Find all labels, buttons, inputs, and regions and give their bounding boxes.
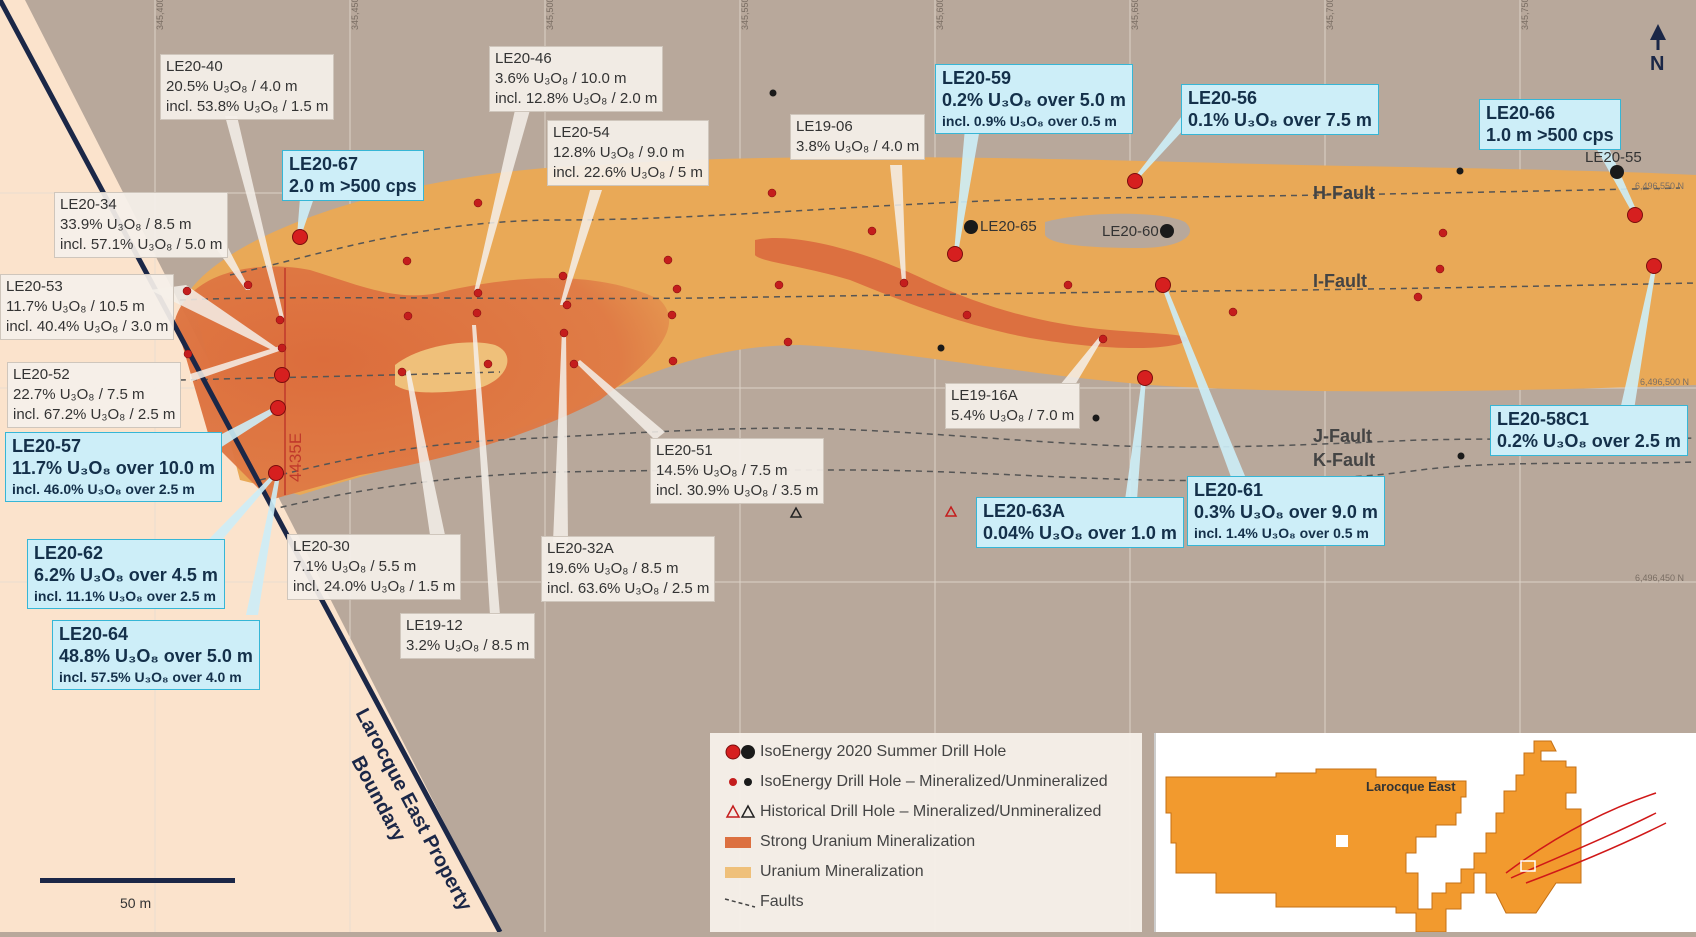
historical-hole-unmineralized — [789, 506, 803, 518]
fault-label-k: K-Fault — [1313, 450, 1375, 470]
label-le20-57: LE20-57 11.7% U₃O₈ over 10.0 m incl. 46.0%… — [5, 432, 222, 502]
label-le20-30: LE20-30 7.1% U₃O₈ / 5.5 m incl. 24.0% U₃O₈… — [287, 534, 462, 600]
inset-map: Larocque East — [1154, 733, 1696, 933]
label-le20-58c1: LE20-58C1 0.2% U₃O₈ over 2.5 m — [1490, 405, 1688, 456]
hole-label-le20-60: LE20-60 — [1102, 223, 1159, 240]
legend-symbol-strong — [725, 837, 751, 848]
label-le20-52: LE20-52 22.7% U₃O₈ / 7.5 m incl. 67.2% U₃O… — [7, 362, 182, 428]
label-le20-64: LE20-64 48.8% U₃O₈ over 5.0 m incl. 57.5% … — [52, 620, 260, 690]
legend-symbol-isoenergy — [729, 778, 752, 786]
legend-symbol-mineralization — [725, 867, 751, 878]
inset-property — [1165, 740, 1582, 933]
label-le20-32a: LE20-32A 19.6% U₃O₈ / 8.5 m incl. 63.6% U₃… — [541, 536, 716, 602]
label-le19-06: LE19-06 3.8% U₃O₈ / 4.0 m — [790, 114, 926, 160]
north-arrow — [1650, 24, 1666, 50]
easting-tick: 345,600E — [935, 0, 945, 30]
fault-label-j: J-Fault — [1313, 426, 1373, 446]
legend: IsoEnergy 2020 Summer Drill Hole IsoEner… — [710, 733, 1142, 932]
fault-label-i: I-Fault — [1313, 271, 1367, 291]
easting-tick: 345,700E — [1325, 0, 1335, 30]
label-le20-59: LE20-59 0.2% U₃O₈ over 5.0 m incl. 0.9% U₃… — [935, 64, 1133, 134]
drill-holes-unmineralized — [769, 89, 1624, 460]
northing-tick: 6,496,550 N — [1635, 181, 1685, 191]
strong-mineralization-band — [755, 237, 1189, 349]
easting-tick: 345,400E — [155, 0, 165, 30]
easting-tick: 345,450E — [350, 0, 360, 30]
northing-tick: 6,496,500 N — [1640, 377, 1690, 387]
label-le20-56: LE20-56 0.1% U₃O₈ over 7.5 m — [1181, 84, 1379, 135]
label-le20-54: LE20-54 12.8% U₃O₈ / 9.0 m incl. 22.6% U₃O… — [547, 120, 709, 186]
historical-hole-mineralized — [944, 505, 958, 517]
legend-item-strong: Strong Uranium Mineralization — [720, 829, 975, 855]
scale-bar-line — [40, 878, 235, 883]
hole-label-le20-65: LE20-65 — [980, 218, 1037, 235]
northing-tick: 6,496,450 N — [1635, 573, 1685, 583]
blue-connectors — [208, 112, 1656, 615]
label-le20-62: LE20-62 6.2% U₃O₈ over 4.5 m incl. 11.1% U… — [27, 539, 225, 609]
inset-label: Larocque East — [1366, 779, 1456, 794]
callout-connectors — [150, 110, 1103, 615]
label-le20-34: LE20-34 33.9% U₃O₈ / 8.5 m incl. 57.1% U₃O… — [54, 192, 229, 258]
easting-tick: 345,750E — [1520, 0, 1530, 30]
legend-symbol-faults — [724, 898, 756, 908]
legend-symbol-2020 — [725, 744, 755, 760]
legend-item-isoenergy: IsoEnergy Drill Hole – Mineralized/Unmin… — [720, 769, 1108, 795]
label-le20-67: LE20-67 2.0 m >500 cps — [282, 150, 424, 201]
scale-bar: 50 m — [40, 878, 235, 911]
scale-label: 50 m — [120, 895, 152, 911]
legend-item-faults: Faults — [720, 889, 804, 915]
easting-tick: 345,500E — [545, 0, 555, 30]
unmineralized-island — [1045, 213, 1190, 248]
drill-holes-2020 — [268, 173, 1662, 481]
label-le20-53: LE20-53 11.7% U₃O₈ / 10.5 m incl. 40.4% U₃… — [0, 274, 175, 340]
label-le20-46: LE20-46 3.6% U₃O₈ / 10.0 m incl. 12.8% U₃O… — [489, 46, 664, 112]
label-le20-66: LE20-66 1.0 m >500 cps — [1479, 99, 1621, 150]
easting-tick: 345,550E — [740, 0, 750, 30]
fault-lines — [179, 187, 1696, 511]
property-boundary — [0, 0, 503, 932]
hole-label-le20-55: LE20-55 — [1585, 149, 1642, 166]
inset-hole — [1336, 835, 1348, 847]
legend-item-2020: IsoEnergy 2020 Summer Drill Hole — [720, 739, 1006, 765]
legend-item-mineralization: Uranium Mineralization — [720, 859, 924, 885]
inset-svg — [1165, 740, 1667, 933]
drill-holes-mineralized — [182, 188, 1448, 377]
label-le20-61: LE20-61 0.3% U₃O₈ over 9.0 m incl. 1.4% U₃… — [1187, 476, 1385, 546]
legend-item-historical: Historical Drill Hole – Mineralized/Unmi… — [720, 799, 1101, 825]
north-label: N — [1650, 53, 1665, 75]
label-le19-16a: LE19-16A 5.4% U₃O₈ / 7.0 m — [945, 383, 1081, 429]
label-le20-51: LE20-51 14.5% U₃O₈ / 7.5 m incl. 30.9% U₃O… — [650, 438, 825, 504]
section-label: 4435E — [286, 432, 305, 482]
label-le19-12: LE19-12 3.2% U₃O₈ / 8.5 m — [400, 613, 536, 659]
label-le20-40: LE20-40 20.5% U₃O₈ / 4.0 m incl. 53.8% U₃O… — [160, 54, 335, 120]
easting-tick: 345,650E — [1130, 0, 1140, 30]
label-le20-63a: LE20-63A 0.04% U₃O₈ over 1.0 m — [976, 497, 1184, 548]
legend-symbol-historical — [725, 804, 756, 818]
inset-locator — [1520, 860, 1536, 872]
fault-label-h: H-Fault — [1313, 183, 1375, 203]
